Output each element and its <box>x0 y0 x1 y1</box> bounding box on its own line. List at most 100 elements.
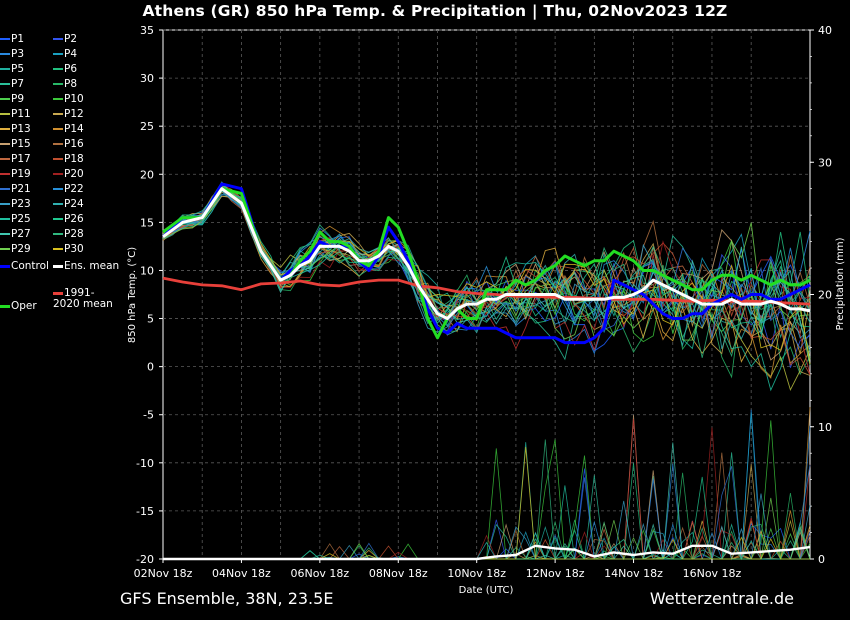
legend-entry: P1 <box>0 32 24 46</box>
legend-label: P13 <box>11 123 31 135</box>
legend-label: Control <box>11 260 49 272</box>
legend-entry: P18 <box>53 152 84 166</box>
legend-entry: P9 <box>0 92 24 106</box>
legend-label: 1991-2020 mean <box>53 287 113 310</box>
legend-entry: P25 <box>0 212 31 226</box>
legend-swatch <box>53 188 63 190</box>
y2-axis: 40 30 20 10 0 <box>810 24 832 566</box>
legend-swatch <box>0 128 10 130</box>
page-title: Athens (GR) 850 hPa Temp. & Precipitatio… <box>142 2 728 20</box>
legend-label: P10 <box>64 93 84 105</box>
y2-tick-label: 0 <box>818 553 825 566</box>
x-tick-label: 02Nov 18z <box>134 567 193 580</box>
legend-entry: P14 <box>53 122 84 136</box>
legend-swatch <box>0 248 10 250</box>
x-axis: 02Nov 18z 04Nov 18z 06Nov 18z 08Nov 18z 10No… <box>134 559 742 580</box>
y2-tick-label: 10 <box>818 421 832 434</box>
legend-swatch <box>0 264 10 268</box>
site-credit: Wetterzentrale.de <box>649 589 794 608</box>
legend-label: P17 <box>11 153 31 165</box>
legend-label: P30 <box>64 243 84 255</box>
legend-swatch <box>0 218 10 220</box>
x-tick-label: 04Nov 18z <box>212 567 271 580</box>
legend-swatch <box>0 173 10 175</box>
legend-entry: P29 <box>0 242 31 256</box>
legend-label: P28 <box>64 228 84 240</box>
legend-swatch <box>0 203 10 205</box>
legend-entry: P5 <box>0 62 24 76</box>
legend-label: P5 <box>11 63 25 75</box>
legend-swatch <box>0 233 10 235</box>
x-axis-label: Date (UTC) <box>459 585 514 596</box>
legend-entry: P3 <box>0 47 24 61</box>
legend-label: P21 <box>11 183 31 195</box>
x-tick-label: 14Nov 18z <box>604 567 663 580</box>
legend-swatch <box>53 83 63 85</box>
legend-entry: P6 <box>53 62 77 76</box>
legend-swatch <box>53 218 63 220</box>
legend-swatch <box>53 128 63 130</box>
x-tick-label: 12Nov 18z <box>526 567 585 580</box>
legend-swatch <box>53 53 63 55</box>
legend-label: P29 <box>11 243 31 255</box>
legend-swatch <box>0 158 10 160</box>
legend-label: P6 <box>64 63 78 75</box>
legend-swatch <box>0 68 10 70</box>
legend-entry: P12 <box>53 107 84 121</box>
y-tick-label: -15 <box>136 505 154 518</box>
legend-label: P14 <box>64 123 84 135</box>
y-tick-label: 25 <box>140 120 154 133</box>
y-tick-label: 5 <box>147 313 154 326</box>
member-line <box>162 186 811 365</box>
legend-entry: P21 <box>0 182 31 196</box>
legend-label: P8 <box>64 78 78 90</box>
legend-swatch <box>53 158 63 160</box>
legend-label: Oper <box>11 300 37 312</box>
y-tick-label: -10 <box>136 457 154 470</box>
legend-entry: P19 <box>0 167 31 181</box>
legend-swatch <box>0 113 10 115</box>
legend-label: P1 <box>11 33 25 45</box>
legend-entry: 1991-2020 mean <box>53 288 121 310</box>
legend-label: P24 <box>64 198 84 210</box>
y-tick-label: -5 <box>143 409 154 422</box>
y-axis-label: 850 hPa Temp. (°C) <box>127 247 138 343</box>
legend-entry: P16 <box>53 137 84 151</box>
legend-label: P9 <box>11 93 25 105</box>
legend-entry: Ens. mean <box>53 259 119 273</box>
y-tick-label: 15 <box>140 216 154 229</box>
x-tick-label: 08Nov 18z <box>369 567 428 580</box>
legend-swatch <box>0 143 10 145</box>
legend-label: P20 <box>64 168 84 180</box>
series-line-ens-mean <box>162 187 811 320</box>
legend-entry: P8 <box>53 77 77 91</box>
legend-label: P26 <box>64 213 84 225</box>
legend-swatch <box>0 304 10 308</box>
y-tick-label: -20 <box>136 553 154 566</box>
legend-entry: P24 <box>53 197 84 211</box>
legend-entry: P15 <box>0 137 31 151</box>
y2-axis-label: Precipitation (mm) <box>835 237 846 330</box>
legend-swatch <box>0 38 10 40</box>
x-tick-label: 06Nov 18z <box>290 567 349 580</box>
legend-label: P18 <box>64 153 84 165</box>
legend-swatch <box>53 264 63 268</box>
legend-entry: P22 <box>53 182 84 196</box>
legend-label: P25 <box>11 213 31 225</box>
legend-swatch <box>53 113 63 115</box>
series-line-precip-mean <box>163 544 811 561</box>
legend-label: P22 <box>64 183 84 195</box>
legend-entry: P20 <box>53 167 84 181</box>
x-tick-label: 10Nov 18z <box>447 567 506 580</box>
legend-entry: P26 <box>53 212 84 226</box>
legend-swatch <box>53 233 63 235</box>
y2-tick-label: 30 <box>818 156 832 169</box>
legend-label: P12 <box>64 108 84 120</box>
legend-label: P16 <box>64 138 84 150</box>
legend-label: P23 <box>11 198 31 210</box>
legend-entry: P10 <box>53 92 84 106</box>
legend-entry: Oper <box>0 299 37 313</box>
legend-swatch <box>53 248 63 250</box>
legend-entry: P2 <box>53 32 77 46</box>
